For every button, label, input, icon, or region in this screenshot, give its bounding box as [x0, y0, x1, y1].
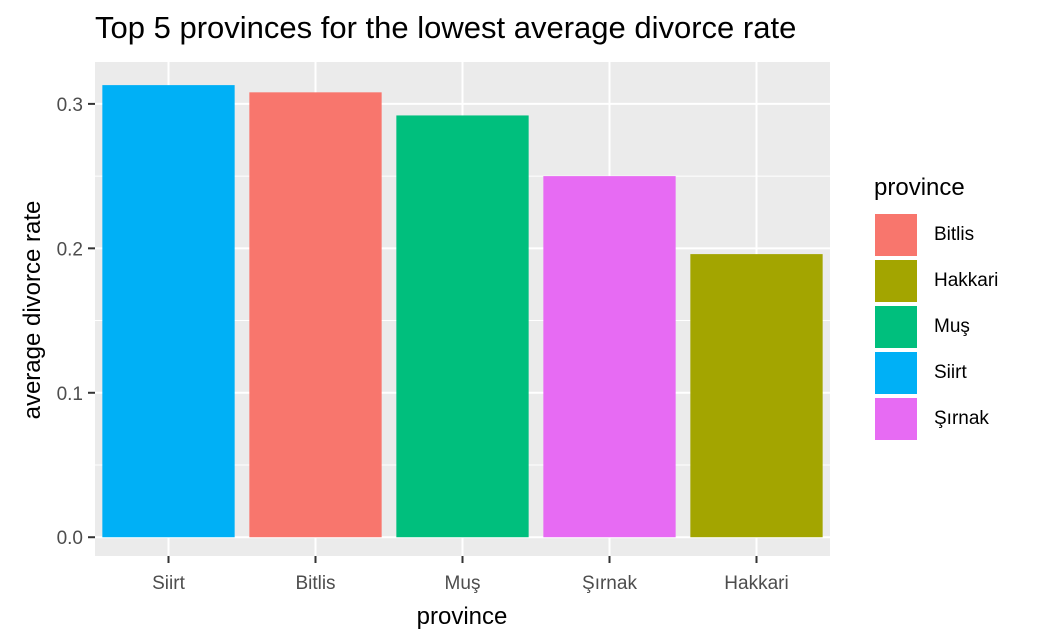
- legend-item: Şırnak: [874, 396, 998, 442]
- y-axis-label: average divorce rate: [19, 201, 46, 420]
- legend-label: Bitlis: [934, 224, 975, 245]
- x-axis-label: province: [417, 603, 508, 630]
- x-tick-label: Şırnak: [582, 573, 637, 594]
- legend-key: [874, 259, 918, 303]
- chart-title: Top 5 provinces for the lowest average d…: [95, 10, 797, 45]
- legend: province Bitlis Hakkari Muş Siirt Şırnak: [874, 174, 998, 442]
- y-axis: 0.0 0.1 0.2 0.3: [57, 95, 95, 549]
- legend-label: Muş: [934, 316, 970, 337]
- bar-hakkari: [690, 254, 823, 538]
- legend-item: Bitlis: [874, 212, 998, 258]
- y-tick-label: 0.1: [57, 384, 83, 405]
- legend-item: Muş: [874, 304, 998, 350]
- bars: [102, 85, 823, 538]
- legend-label: Hakkari: [934, 270, 999, 291]
- y-tick-label: 0.0: [57, 528, 83, 549]
- bar-şırnak: [543, 176, 676, 538]
- legend-item: Hakkari: [874, 258, 998, 304]
- legend-key: [874, 351, 918, 395]
- y-tick-label: 0.3: [57, 95, 83, 116]
- x-axis: Siirt Bitlis Muş Şırnak Hakkari: [152, 556, 789, 594]
- legend-title: province: [874, 174, 965, 201]
- legend-label: Şırnak: [934, 408, 989, 429]
- bar-muş: [396, 115, 529, 538]
- legend-key: [874, 213, 918, 257]
- x-tick-label: Muş: [445, 573, 481, 594]
- legend-key: [874, 397, 918, 441]
- legend-key: [874, 305, 918, 349]
- x-tick-label: Hakkari: [724, 573, 788, 594]
- bar-bitlis: [249, 92, 382, 538]
- legend-label: Siirt: [934, 362, 967, 383]
- bar-siirt: [102, 85, 235, 538]
- y-tick-label: 0.2: [57, 239, 83, 260]
- x-tick-label: Bitlis: [295, 573, 335, 594]
- legend-item: Siirt: [874, 350, 998, 396]
- x-tick-label: Siirt: [152, 573, 185, 594]
